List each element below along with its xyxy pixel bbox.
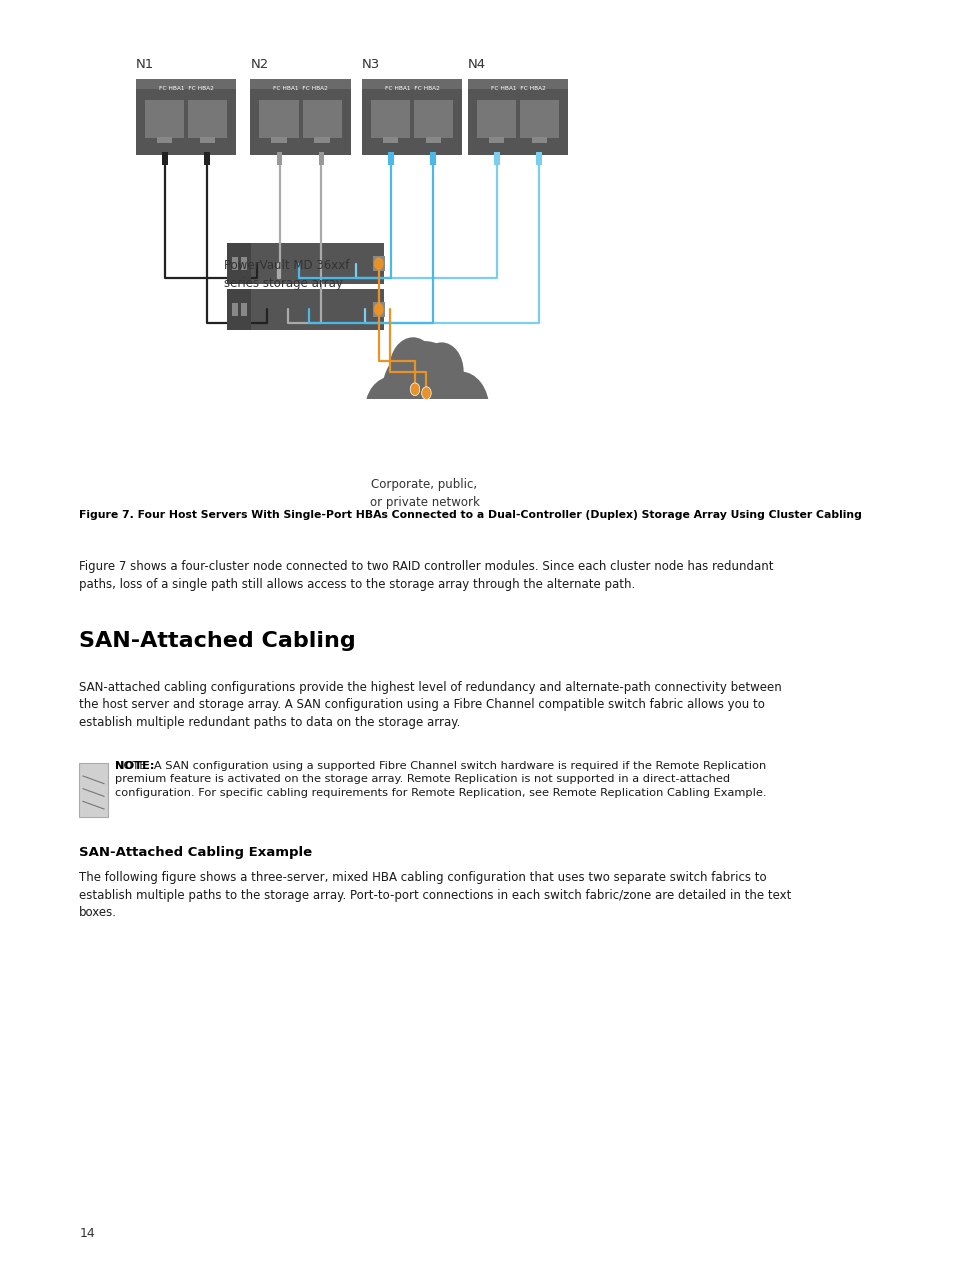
Text: FC HBA1  FC HBA2: FC HBA1 FC HBA2 (273, 86, 328, 91)
Text: FC HBA1  FC HBA2: FC HBA1 FC HBA2 (490, 86, 545, 91)
Bar (468, 79, 568, 155)
Text: The following figure shows a three-server, mixed HBA cabling configuration that : The following figure shows a three-serve… (79, 871, 791, 919)
Bar (382, 137, 398, 143)
Circle shape (380, 341, 468, 458)
Bar (373, 256, 385, 271)
Circle shape (364, 377, 417, 448)
Text: PowerVault MD 36xxf
series storage array: PowerVault MD 36xxf series storage array (224, 259, 349, 290)
Circle shape (374, 303, 383, 316)
Bar (271, 137, 287, 143)
Text: SAN-attached cabling configurations provide the highest level of redundancy and : SAN-attached cabling configurations prov… (79, 681, 781, 729)
Text: Figure 7. Four Host Servers With Single-Port HBAs Connected to a Dual-Controller: Figure 7. Four Host Servers With Single-… (79, 510, 862, 520)
Circle shape (410, 383, 419, 396)
Bar (241, 257, 247, 270)
Bar (227, 243, 384, 284)
Text: N2: N2 (250, 58, 269, 71)
Text: N4: N4 (468, 58, 485, 71)
Circle shape (389, 337, 436, 401)
Bar (135, 79, 235, 89)
Bar (348, 399, 500, 460)
Bar (531, 137, 547, 143)
Bar (536, 152, 541, 165)
Bar (250, 79, 351, 89)
Circle shape (378, 402, 416, 453)
Bar (494, 152, 499, 165)
Circle shape (419, 342, 463, 401)
Bar (476, 100, 516, 138)
Circle shape (353, 399, 391, 450)
Bar (199, 137, 215, 143)
Bar (241, 303, 247, 316)
Text: 14: 14 (79, 1227, 95, 1240)
Bar (250, 79, 351, 155)
Bar (314, 137, 330, 143)
Bar (468, 79, 568, 89)
Bar (373, 302, 385, 317)
Text: NOTE:: NOTE: (115, 761, 154, 771)
Bar (259, 100, 298, 138)
Bar (135, 79, 235, 155)
Bar (488, 137, 504, 143)
Bar (425, 137, 441, 143)
Bar (232, 303, 237, 316)
Bar (227, 289, 251, 330)
Bar (145, 100, 184, 138)
Bar (414, 100, 453, 138)
Bar (430, 152, 436, 165)
Bar (361, 79, 461, 155)
Bar (188, 100, 227, 138)
Text: N1: N1 (135, 58, 154, 71)
Circle shape (374, 257, 383, 270)
Bar (232, 257, 237, 270)
Bar (371, 100, 410, 138)
Text: Figure 7 shows a four-cluster node connected to two RAID controller modules. Sin: Figure 7 shows a four-cluster node conne… (79, 560, 773, 591)
Bar (388, 152, 394, 165)
Text: SAN-Attached Cabling Example: SAN-Attached Cabling Example (79, 846, 312, 858)
Text: FC HBA1  FC HBA2: FC HBA1 FC HBA2 (158, 86, 213, 91)
Text: SAN-Attached Cabling: SAN-Attached Cabling (79, 631, 355, 652)
Bar (276, 152, 282, 165)
Text: NOTE: A SAN configuration using a supported Fibre Channel switch hardware is req: NOTE: A SAN configuration using a suppor… (115, 761, 766, 798)
Bar (79, 763, 108, 817)
Bar (227, 243, 251, 284)
Circle shape (421, 387, 431, 399)
Circle shape (457, 397, 499, 453)
Bar (204, 152, 210, 165)
Bar (519, 100, 558, 138)
Text: FC HBA1  FC HBA2: FC HBA1 FC HBA2 (384, 86, 439, 91)
Text: N3: N3 (361, 58, 380, 71)
Circle shape (432, 372, 489, 448)
Bar (227, 289, 384, 330)
Bar (156, 137, 172, 143)
Bar (162, 152, 168, 165)
Bar (361, 79, 461, 89)
Bar (302, 100, 341, 138)
Text: Corporate, public,
or private network: Corporate, public, or private network (369, 478, 479, 508)
Circle shape (416, 407, 451, 453)
Bar (318, 152, 324, 165)
